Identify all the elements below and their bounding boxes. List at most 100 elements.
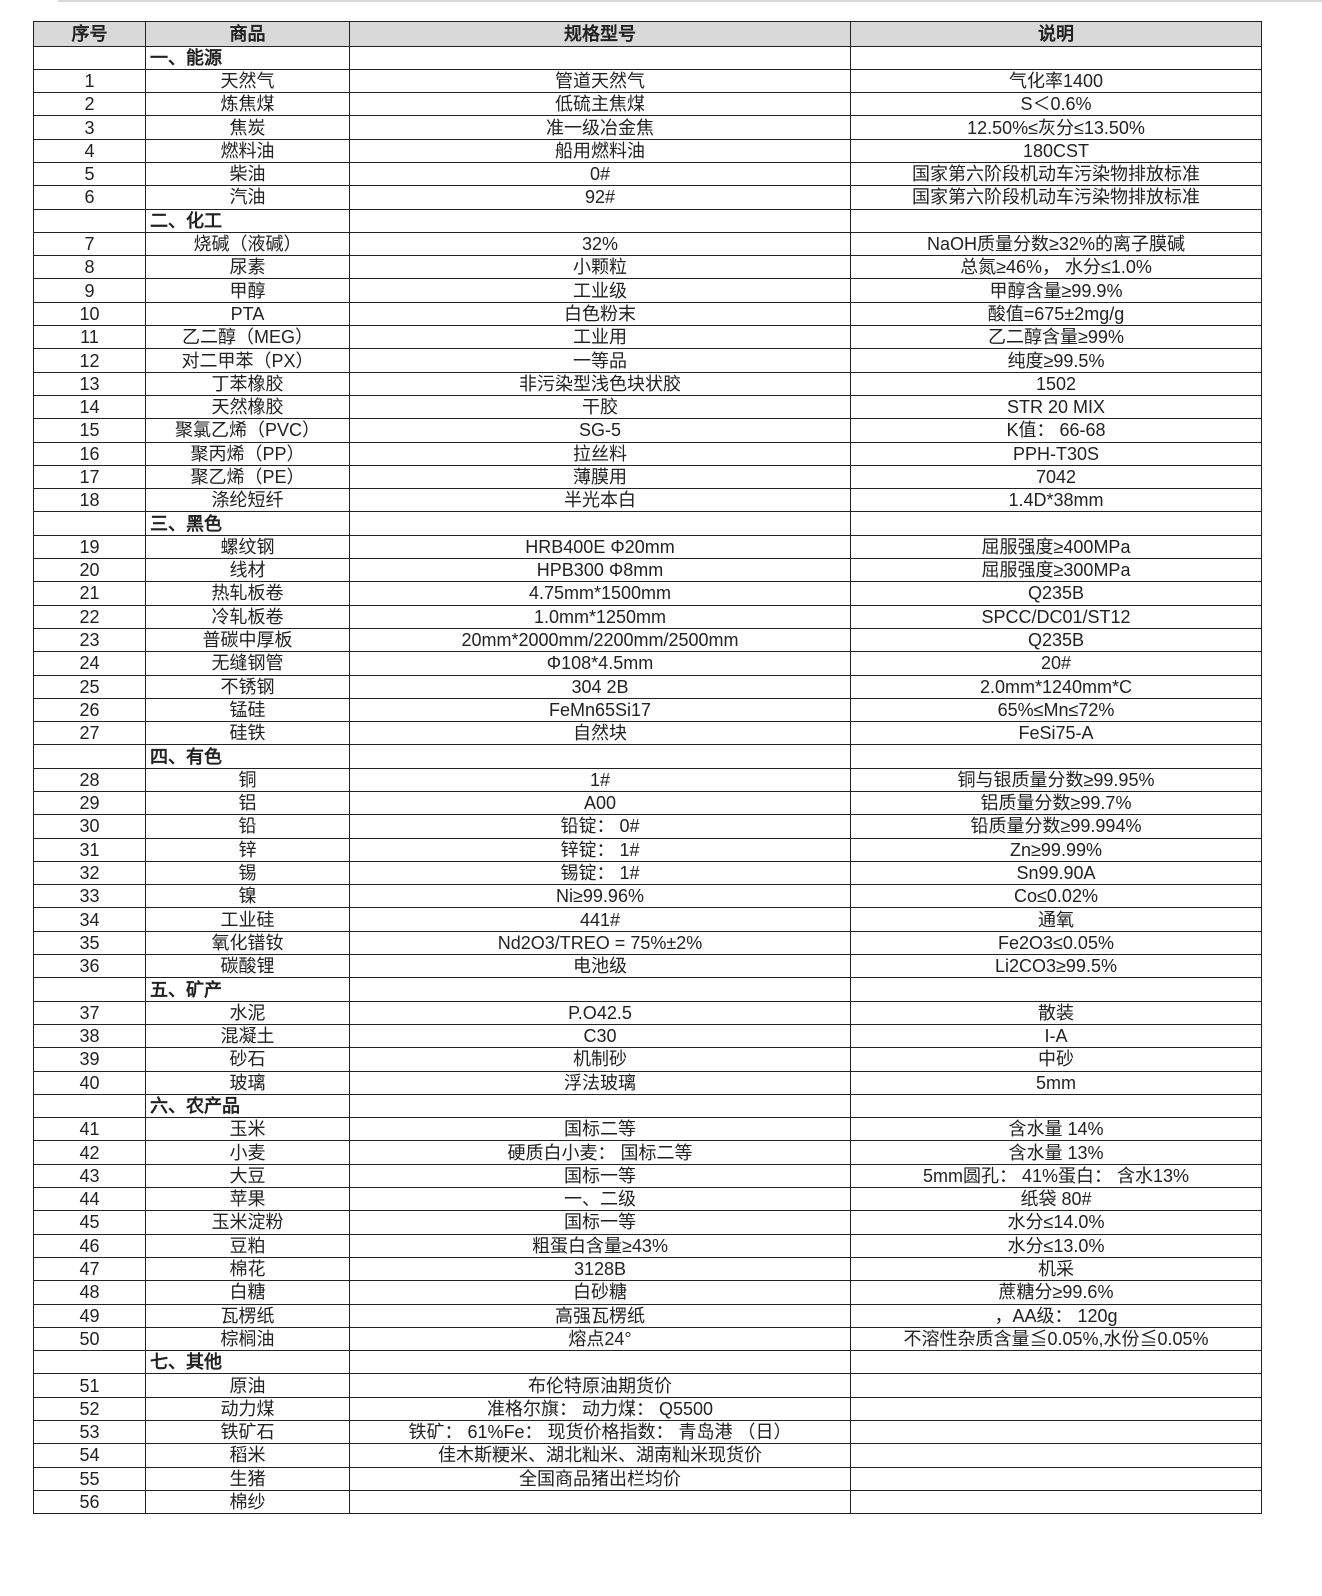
cell-index: 4 <box>33 138 146 163</box>
cell-spec: 机制砂 <box>349 1047 851 1072</box>
cell-commodity: 棉纱 <box>145 1489 350 1515</box>
cell-commodity: 大豆 <box>145 1163 350 1189</box>
cell-spec: 锡锭： 1# <box>349 860 851 886</box>
cell-spec: 电池级 <box>349 954 851 979</box>
table-row: 56 棉纱 <box>33 1489 1262 1515</box>
cell-index: 6 <box>33 185 146 210</box>
table-row: 34 工业硅 441# 通氧 <box>33 907 1262 932</box>
cell-index: 38 <box>33 1023 146 1049</box>
cell-spec: Ni≥99.96% <box>349 884 851 909</box>
cell-note: 屈服强度≥300MPa <box>850 558 1262 583</box>
cell-commodity: 锌 <box>145 837 350 862</box>
cell-spec: 佳木斯粳米、湖北籼米、湖南籼米现货价 <box>349 1443 851 1468</box>
cell-commodity: 不锈钢 <box>145 674 350 699</box>
cell-index: 49 <box>33 1303 146 1328</box>
cell-index: 48 <box>33 1280 146 1305</box>
cell-note: PPH-T30S <box>850 441 1262 466</box>
table-row: 13 丁苯橡胶 非污染型浅色块状胶 1502 <box>33 371 1262 396</box>
cell-note: ，AA级： 120g <box>850 1303 1262 1328</box>
cell-spec <box>349 977 851 1002</box>
cell-index: 26 <box>33 697 146 723</box>
cell-spec: 0# <box>349 161 851 187</box>
cell-spec: 自然块 <box>349 721 851 746</box>
cell-commodity: 聚丙烯（PP） <box>145 441 350 466</box>
table-body: 一、能源 1 天然气 管道天然气 气化率1400 2 炼焦煤 低硫主焦煤 S＜0.6% 3 焦炭 准一… <box>33 45 1262 1515</box>
cell-commodity: 冷轧板卷 <box>145 604 350 629</box>
cell-index: 45 <box>33 1210 146 1235</box>
cell-note: 酸值=675±2mg/g <box>850 301 1262 327</box>
table-row: 43 大豆 国标一等 5mm圆孔： 41%蛋白： 含水13% <box>33 1163 1262 1189</box>
cell-index: 30 <box>33 814 146 839</box>
cell-note: 2.0mm*1240mm*C <box>850 674 1262 699</box>
cell-spec: 非污染型浅色块状胶 <box>349 371 851 396</box>
cell-spec: 白色粉末 <box>349 301 851 327</box>
category-title: 四、有色 <box>145 744 350 769</box>
category-row: 四、有色 <box>33 744 1262 769</box>
cell-spec: HRB400E Φ20mm <box>349 534 851 560</box>
cell-note: 总氮≥46%， 水分≤1.0% <box>850 255 1262 280</box>
cell-note: 散装 <box>850 1000 1262 1025</box>
table-row: 51 原油 布伦特原油期货价 <box>33 1373 1262 1398</box>
cell-commodity: 铁矿石 <box>145 1420 350 1445</box>
cell-index: 18 <box>33 488 146 513</box>
cell-spec: 1.0mm*1250mm <box>349 604 851 629</box>
cell-index: 50 <box>33 1326 146 1352</box>
table-row: 11 乙二醇（MEG） 工业用 乙二醇含量≥99% <box>33 325 1262 350</box>
cell-note: 12.50%≤灰分≤13.50% <box>850 115 1262 140</box>
cell-note <box>850 511 1262 536</box>
cell-commodity: 无缝钢管 <box>145 651 350 676</box>
cell-spec: 布伦特原油期货价 <box>349 1373 851 1398</box>
cell-index: 15 <box>33 418 146 443</box>
cell-spec: Φ108*4.5mm <box>349 651 851 676</box>
cell-index: 37 <box>33 1000 146 1025</box>
cell-note: 20# <box>850 651 1262 676</box>
cell-spec: 高强瓦楞纸 <box>349 1303 851 1328</box>
cell-note: Sn99.90A <box>850 860 1262 886</box>
cell-note: 7042 <box>850 464 1262 490</box>
header-spec: 规格型号 <box>349 21 851 47</box>
cell-commodity: 玉米 <box>145 1117 350 1142</box>
table-row: 23 普碳中厚板 20mm*2000mm/2200mm/2500mm Q235B <box>33 627 1262 653</box>
cell-commodity: 铝 <box>145 790 350 816</box>
cell-note: 1502 <box>850 371 1262 396</box>
cell-index: 51 <box>33 1373 146 1398</box>
cell-spec: 管道天然气 <box>349 68 851 94</box>
cell-spec: 熔点24° <box>349 1326 851 1352</box>
cell-commodity: 线材 <box>145 558 350 583</box>
cell-index: 43 <box>33 1163 146 1189</box>
cell-commodity: 铜 <box>145 767 350 793</box>
table-row: 39 砂石 机制砂 中砂 <box>33 1047 1262 1072</box>
cell-note <box>850 45 1262 70</box>
cell-index: 53 <box>33 1420 146 1445</box>
cell-index <box>33 1350 146 1375</box>
cell-note: 5mm <box>850 1070 1262 1095</box>
cell-commodity: 柴油 <box>145 161 350 187</box>
table-row: 53 铁矿石 铁矿： 61%Fe： 现货价格指数： 青岛港 （日） <box>33 1420 1262 1445</box>
cell-commodity: 铅 <box>145 814 350 839</box>
cell-commodity: 天然橡胶 <box>145 394 350 420</box>
cell-spec: 20mm*2000mm/2200mm/2500mm <box>349 627 851 653</box>
cell-index: 28 <box>33 767 146 793</box>
cell-spec <box>349 744 851 769</box>
cell-note: 甲醇含量≥99.9% <box>850 278 1262 303</box>
cell-spec <box>349 208 851 233</box>
commodity-table: 序号 商品 规格型号 说明 一、能源 1 天然气 管道天然气 气化率1400 2 炼焦煤 低硫… <box>33 21 1262 1515</box>
cell-commodity: 乙二醇（MEG） <box>145 325 350 350</box>
cell-commodity: 混凝土 <box>145 1023 350 1049</box>
table-row: 37 水泥 P.O42.5 散装 <box>33 1000 1262 1025</box>
cell-note: 纯度≥99.5% <box>850 348 1262 373</box>
cell-note: 5mm圆孔： 41%蛋白： 含水13% <box>850 1163 1262 1189</box>
category-title: 二、化工 <box>145 208 350 233</box>
cell-spec: FeMn65Si17 <box>349 697 851 723</box>
cell-spec: 国标二等 <box>349 1117 851 1142</box>
cell-spec: 国标一等 <box>349 1163 851 1189</box>
cell-index: 23 <box>33 627 146 653</box>
cell-commodity: 硅铁 <box>145 721 350 746</box>
table-row: 40 玻璃 浮法玻璃 5mm <box>33 1070 1262 1095</box>
table-row: 12 对二甲苯（PX） 一等品 纯度≥99.5% <box>33 348 1262 373</box>
cell-commodity: 炼焦煤 <box>145 92 350 117</box>
cell-commodity: PTA <box>145 301 350 327</box>
cell-spec: 国标一等 <box>349 1210 851 1235</box>
category-row: 六、农产品 <box>33 1093 1262 1119</box>
cell-commodity: 聚氯乙烯（PVC） <box>145 418 350 443</box>
